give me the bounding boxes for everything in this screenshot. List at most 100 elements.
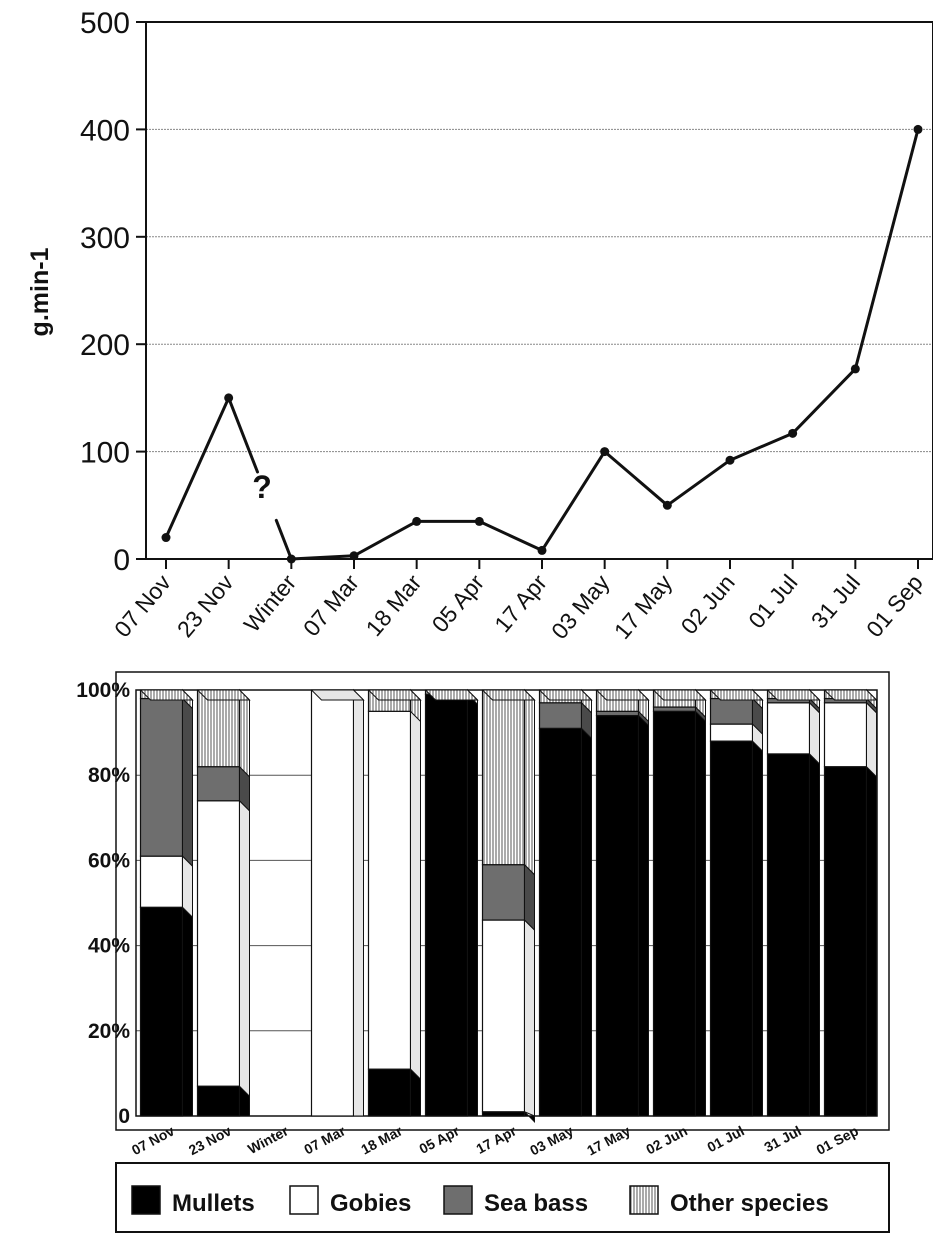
bar-07-nov (139, 688, 194, 1117)
bar-segment-gobies-side (524, 918, 535, 1117)
legend-swatch-sea-bass (443, 1185, 473, 1215)
bar-top-face (481, 689, 536, 701)
line-chart-x-tick-label: 02 Jun (676, 570, 740, 640)
bar-top-face (196, 689, 251, 701)
line-segment-uncertain (227, 396, 259, 474)
line-series (161, 124, 923, 564)
bar-07-mar (310, 688, 365, 1117)
bar-segment-mullets (538, 727, 583, 1117)
bar-segment-sea-bass (595, 710, 640, 717)
bar-chart-x-tick-label: 17 May (584, 1122, 633, 1158)
line-point-31-jul (850, 364, 860, 374)
bar-chart-bars (139, 688, 878, 1123)
line-segment (728, 431, 795, 462)
bar-segment-mullets (652, 710, 697, 1117)
line-chart-x-tick-label: Winter (239, 569, 302, 637)
bar-chart-x-tick-label: 18 Mar (358, 1122, 405, 1157)
bar-segment-mullets (139, 906, 184, 1117)
bar-top-face (823, 689, 878, 701)
line-chart-frame (145, 21, 933, 560)
bar-top-face (367, 689, 422, 701)
bar-top-face (652, 689, 707, 701)
line-segment (665, 458, 732, 507)
line-chart-x-tick-label: 17 Apr (489, 569, 552, 637)
bar-top-face (139, 689, 194, 701)
legend-item-gobies: Gobies (289, 1185, 411, 1217)
bar-segment-mullets (595, 714, 640, 1117)
line-point-01-sep (913, 124, 923, 134)
line-segment (352, 519, 419, 558)
line-point-23-nov (224, 393, 234, 403)
line-chart-y-ticks: 0 100 200 300 400 500 (80, 7, 146, 577)
bar-17-may (595, 688, 650, 1117)
legend-label-sea-bass: Sea bass (484, 1190, 588, 1217)
bar-segment-gobies (481, 919, 526, 1113)
bar-chart-x-tick-label: 03 May (527, 1122, 576, 1158)
line-chart-y-axis-label: g.min-1 (26, 247, 54, 336)
stacked-bar-chart: 0 20% 40% 60% 80% 100% 07 Nov 23 Nov Winter 07 M… (76, 671, 890, 1159)
line-point-07-mar (349, 551, 359, 561)
bar-top-face (709, 689, 764, 701)
bar-segment-gobies (310, 689, 355, 1117)
legend-label-gobies: Gobies (330, 1190, 411, 1217)
bar-segment-mullets (367, 1068, 412, 1117)
bar-chart-y-tick-label: 20% (88, 1020, 130, 1043)
bar-02-jun (652, 688, 707, 1117)
line-chart-y-tick-label: 500 (80, 7, 130, 40)
line-chart-x-tick-label: 05 Apr (427, 569, 490, 637)
line-chart-grid (146, 128, 933, 453)
bar-05-apr (424, 688, 479, 1117)
bar-segment-gobies (367, 710, 412, 1070)
line-point-17-apr (537, 545, 547, 555)
bar-segment-mullets-side (581, 727, 592, 1117)
bar-top-face (538, 689, 593, 701)
bar-segment-mullets-side (467, 693, 478, 1117)
bar-chart-y-tick-label: 80% (88, 764, 130, 787)
bar-chart-x-tick-label: 23 Nov (186, 1122, 234, 1158)
bar-chart-outer-frame (115, 671, 890, 1131)
line-chart-x-tick-label: 23 Nov (172, 569, 239, 642)
bar-segment-sea-bass (709, 697, 754, 725)
line-chart-y-tick-label: 0 (113, 544, 130, 577)
bar-segment-mullets-side (809, 752, 820, 1117)
bar-chart-x-ticks: 07 Nov 23 Nov Winter 07 Mar 18 Mar 05 Apr 17 A… (129, 1122, 861, 1158)
line-segment (603, 450, 669, 507)
line-chart-x-tick-label: 18 Mar (361, 569, 427, 641)
bar-chart-y-tick-label: 100% (76, 679, 130, 702)
bar-segment-mullets-side (866, 765, 877, 1117)
line-point-winter (286, 554, 296, 564)
line-chart-x-tick-label: 07 Nov (109, 569, 176, 642)
legend-frame (115, 1162, 890, 1233)
bar-segment-gobies-side (353, 688, 364, 1117)
legend: Mullets Gobies Sea bass Other species (115, 1162, 890, 1233)
bar-segment-mullets (481, 1111, 526, 1117)
bar-segment-other-species (196, 689, 241, 768)
line-chart-y-tick-label: 400 (80, 114, 130, 147)
legend-label-mullets: Mullets (172, 1190, 255, 1217)
bar-segment-other-species-side (239, 688, 250, 778)
line-chart-x-tick-label: 17 May (609, 569, 678, 644)
bar-segment-gobies (823, 702, 868, 768)
bar-chart-x-tick-label: Winter (245, 1122, 291, 1157)
line-point-02-jun (725, 455, 735, 465)
legend-swatch-gobies (289, 1185, 319, 1215)
bar-03-may (538, 688, 593, 1117)
line-chart-y-tick-label: 100 (80, 437, 130, 470)
bar-segment-gobies-side (866, 701, 877, 778)
bar-segment-sea-bass (652, 706, 697, 712)
line-chart-x-tick-label: 01 Jul (743, 570, 802, 634)
bar-top-face (595, 689, 650, 701)
legend-item-mullets: Mullets (131, 1185, 255, 1217)
bar-segment-mullets-side (182, 906, 193, 1117)
bar-chart-y-tick-label: 0 (118, 1105, 130, 1128)
line-chart-x-tick-label: 31 Jul (806, 570, 865, 634)
bar-top-face (766, 689, 821, 701)
bar-top-face (424, 689, 479, 701)
bar-segment-sea-bass (481, 864, 526, 921)
bar-chart-x-tick-label: 07 Mar (301, 1122, 348, 1157)
line-chart-y-tick-label: 300 (80, 222, 130, 255)
line-chart-y-tick-label: 200 (80, 329, 130, 362)
line-segment (791, 367, 857, 435)
bar-segment-mullets-side (752, 739, 763, 1117)
line-chart-x-tick-label: 01 Sep (861, 570, 928, 643)
